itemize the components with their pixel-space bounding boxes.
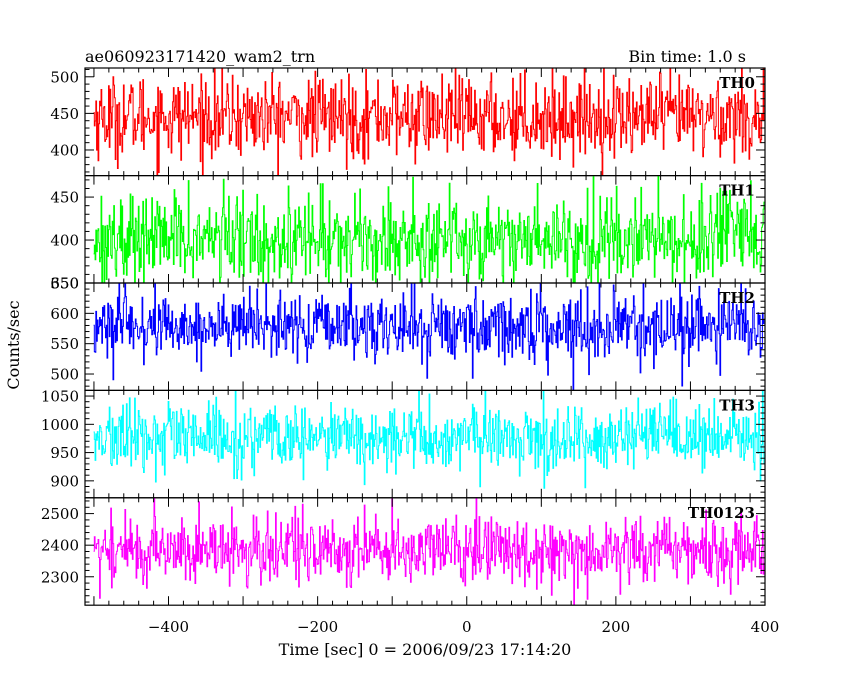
panel-frame [84, 282, 766, 392]
y-tick-label: 2500 [41, 505, 79, 523]
chart-title: ae060923171420_wam2_trn [85, 47, 315, 66]
y-tick-label: 900 [50, 472, 79, 490]
series-label-th0: TH0 [719, 74, 755, 92]
y-tick-label: 1000 [41, 416, 79, 434]
x-tick-label: −400 [148, 618, 189, 636]
y-tick-label: 500 [50, 366, 79, 384]
series-line-th0123 [93, 497, 765, 606]
x-tick-label: −200 [297, 618, 338, 636]
y-tick-label: 450 [50, 105, 79, 123]
bin-time-label: Bin time: 1.0 s [628, 47, 746, 66]
panel-th0123: 2300 2400 2500 TH0123 [41, 497, 766, 606]
series-line-th0 [93, 68, 765, 176]
y-tick-label: 1050 [41, 388, 79, 406]
panel-th1: 350 400 450 TH1 [50, 175, 766, 293]
x-axis: −400 −200 0 200 400 [148, 618, 779, 636]
series-line-th2 [93, 283, 765, 391]
x-tick-label: 0 [462, 618, 472, 636]
series-label-th3: TH3 [719, 396, 755, 414]
series-line-th1 [93, 175, 765, 284]
series-label-th1: TH1 [719, 182, 755, 200]
y-tick-label: 950 [50, 444, 79, 462]
y-tick-label: 450 [50, 189, 79, 207]
series-label-th0123: TH0123 [688, 504, 755, 522]
panels: 400 450 500 TH0 350 400 450 TH1 500 550 600 650 TH2 9… [41, 67, 766, 606]
series-label-th2: TH2 [719, 289, 755, 307]
panel-th0: 400 450 500 TH0 [50, 67, 766, 177]
x-tick-label: 400 [751, 618, 780, 636]
y-tick-label: 650 [50, 275, 79, 293]
panel-th2: 500 550 600 650 TH2 [50, 275, 766, 392]
x-axis-label: Time [sec] 0 = 2006/09/23 17:14:20 [279, 640, 572, 659]
y-tick-label: 400 [50, 232, 79, 250]
y-axis-label: Counts/sec [4, 300, 23, 389]
y-tick-label: 2300 [41, 568, 79, 586]
y-tick-label: 400 [50, 141, 79, 159]
y-tick-label: 500 [50, 68, 79, 86]
x-tick-label: 200 [602, 618, 631, 636]
panel-th3: 900 950 1000 1050 TH3 [41, 388, 766, 499]
series-line-th3 [93, 390, 765, 489]
y-tick-label: 2400 [41, 537, 79, 555]
y-tick-label: 550 [50, 335, 79, 353]
y-tick-label: 350 [50, 275, 79, 293]
y-tick-label: 600 [50, 305, 79, 323]
